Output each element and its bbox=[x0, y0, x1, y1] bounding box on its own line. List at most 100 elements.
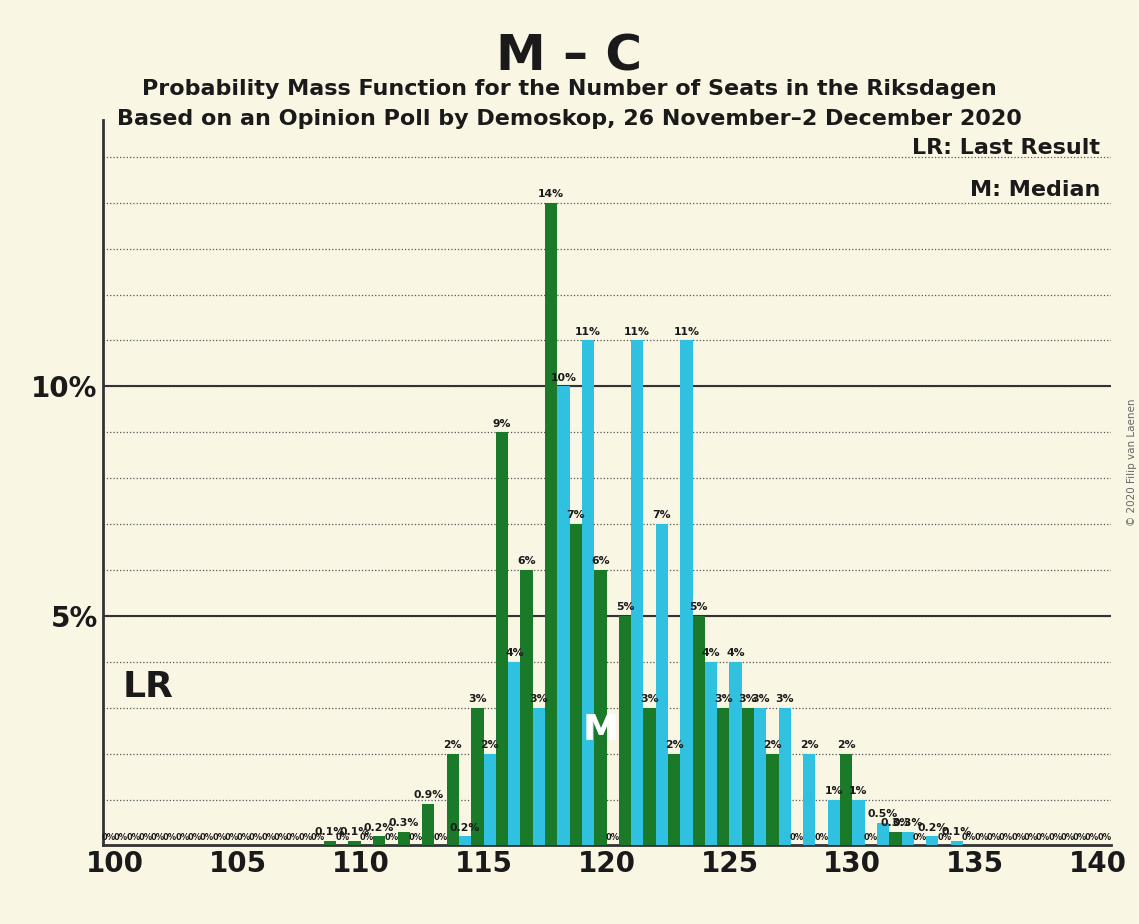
Text: M: Median: M: Median bbox=[970, 179, 1100, 200]
Text: 0%: 0% bbox=[237, 833, 251, 842]
Bar bbox=[779, 708, 790, 845]
Text: 0%: 0% bbox=[913, 833, 927, 842]
Bar bbox=[459, 836, 472, 845]
Text: 7%: 7% bbox=[566, 510, 585, 520]
Text: 0.2%: 0.2% bbox=[917, 822, 948, 833]
Text: 11%: 11% bbox=[575, 327, 601, 337]
Text: 0%: 0% bbox=[790, 833, 804, 842]
Text: 0%: 0% bbox=[249, 833, 263, 842]
Text: 0%: 0% bbox=[212, 833, 227, 842]
Text: 0%: 0% bbox=[974, 833, 989, 842]
Text: 0.2%: 0.2% bbox=[450, 822, 481, 833]
Text: 11%: 11% bbox=[673, 327, 699, 337]
Bar bbox=[926, 836, 939, 845]
Text: Probability Mass Function for the Number of Seats in the Riksdagen: Probability Mass Function for the Number… bbox=[142, 79, 997, 99]
Bar bbox=[446, 754, 459, 845]
Text: 3%: 3% bbox=[751, 694, 770, 704]
Bar bbox=[890, 832, 902, 845]
Bar bbox=[680, 340, 693, 845]
Text: 0.3%: 0.3% bbox=[893, 818, 923, 828]
Text: 2%: 2% bbox=[665, 740, 683, 750]
Bar bbox=[767, 754, 779, 845]
Text: 0%: 0% bbox=[175, 833, 189, 842]
Bar bbox=[693, 616, 705, 845]
Text: 0%: 0% bbox=[273, 833, 288, 842]
Bar bbox=[495, 432, 508, 845]
Text: 0%: 0% bbox=[1073, 833, 1087, 842]
Text: 0%: 0% bbox=[962, 833, 976, 842]
Text: 2%: 2% bbox=[481, 740, 499, 750]
Bar bbox=[546, 202, 557, 845]
Text: 0%: 0% bbox=[101, 833, 116, 842]
Text: 2%: 2% bbox=[443, 740, 462, 750]
Text: 0%: 0% bbox=[126, 833, 140, 842]
Text: © 2020 Filip van Laenen: © 2020 Filip van Laenen bbox=[1128, 398, 1137, 526]
Bar bbox=[667, 754, 680, 845]
Text: 5%: 5% bbox=[689, 602, 708, 613]
Text: 0%: 0% bbox=[1035, 833, 1050, 842]
Bar bbox=[705, 662, 718, 845]
Text: 14%: 14% bbox=[538, 189, 564, 199]
Text: 0%: 0% bbox=[434, 833, 448, 842]
Text: 10%: 10% bbox=[550, 372, 576, 383]
Text: 0%: 0% bbox=[150, 833, 165, 842]
Text: 0%: 0% bbox=[814, 833, 829, 842]
Text: 0%: 0% bbox=[986, 833, 1001, 842]
Text: LR: LR bbox=[123, 670, 173, 704]
Bar bbox=[803, 754, 816, 845]
Text: 0%: 0% bbox=[937, 833, 951, 842]
Text: 3%: 3% bbox=[776, 694, 794, 704]
Bar bbox=[484, 754, 495, 845]
Bar bbox=[877, 822, 890, 845]
Text: 0%: 0% bbox=[384, 833, 399, 842]
Text: 9%: 9% bbox=[493, 419, 511, 429]
Text: 0%: 0% bbox=[286, 833, 300, 842]
Text: 0%: 0% bbox=[139, 833, 153, 842]
Text: 0%: 0% bbox=[335, 833, 350, 842]
Text: 0%: 0% bbox=[224, 833, 239, 842]
Text: Based on an Opinion Poll by Demoskop, 26 November–2 December 2020: Based on an Opinion Poll by Demoskop, 26… bbox=[117, 109, 1022, 129]
Text: 0.9%: 0.9% bbox=[413, 790, 443, 800]
Text: 0%: 0% bbox=[311, 833, 325, 842]
Text: 2%: 2% bbox=[763, 740, 781, 750]
Text: 0.1%: 0.1% bbox=[942, 827, 972, 837]
Bar bbox=[631, 340, 644, 845]
Text: 3%: 3% bbox=[738, 694, 757, 704]
Text: 0%: 0% bbox=[999, 833, 1013, 842]
Bar bbox=[828, 799, 841, 845]
Text: 3%: 3% bbox=[640, 694, 658, 704]
Bar bbox=[372, 836, 385, 845]
Text: 1%: 1% bbox=[850, 786, 868, 796]
Text: 0%: 0% bbox=[1048, 833, 1063, 842]
Bar bbox=[644, 708, 656, 845]
Bar bbox=[656, 524, 667, 845]
Text: 0%: 0% bbox=[1024, 833, 1038, 842]
Bar bbox=[741, 708, 754, 845]
Bar bbox=[595, 570, 606, 845]
Text: 0.2%: 0.2% bbox=[364, 822, 394, 833]
Text: 1%: 1% bbox=[825, 786, 843, 796]
Text: 0.5%: 0.5% bbox=[868, 808, 899, 819]
Text: 5%: 5% bbox=[616, 602, 634, 613]
Bar bbox=[841, 754, 852, 845]
Bar bbox=[718, 708, 729, 845]
Text: M – C: M – C bbox=[497, 32, 642, 80]
Text: 3%: 3% bbox=[530, 694, 548, 704]
Text: 11%: 11% bbox=[624, 327, 650, 337]
Text: 3%: 3% bbox=[468, 694, 486, 704]
Text: 0%: 0% bbox=[114, 833, 128, 842]
Text: 0%: 0% bbox=[262, 833, 276, 842]
Bar bbox=[472, 708, 484, 845]
Text: 2%: 2% bbox=[837, 740, 855, 750]
Bar bbox=[398, 832, 410, 845]
Bar bbox=[618, 616, 631, 845]
Text: 0%: 0% bbox=[1011, 833, 1025, 842]
Bar bbox=[754, 708, 767, 845]
Text: 7%: 7% bbox=[653, 510, 671, 520]
Text: 6%: 6% bbox=[591, 556, 609, 566]
Text: 3%: 3% bbox=[714, 694, 732, 704]
Text: M: M bbox=[582, 712, 618, 747]
Bar bbox=[349, 841, 361, 845]
Text: 0%: 0% bbox=[200, 833, 214, 842]
Bar bbox=[729, 662, 741, 845]
